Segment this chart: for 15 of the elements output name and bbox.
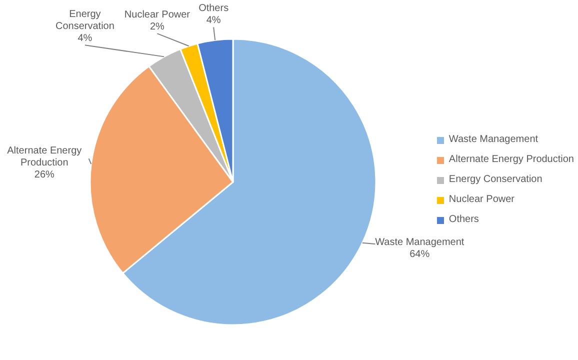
legend-label: Nuclear Power — [448, 193, 515, 207]
legend-label: Energy Conservation — [448, 173, 542, 187]
legend-label: Alternate Energy Production — [448, 153, 574, 167]
slice-label: Nuclear Power — [124, 10, 191, 21]
slice-label: Energy Conservation — [56, 9, 114, 32]
data-label: 26% — [34, 170, 55, 181]
data-label: 4% — [78, 33, 92, 44]
slice-label: Waste Management — [375, 236, 464, 248]
slice-label: Alternate Energy Production — [7, 146, 82, 169]
slice-label: Others — [198, 3, 229, 14]
data-label: 2% — [150, 22, 165, 33]
data-label: 4% — [206, 15, 221, 26]
data-label: 64% — [410, 248, 430, 260]
legend-label: Waste Management — [448, 133, 538, 147]
legend-label: Others — [448, 213, 479, 227]
